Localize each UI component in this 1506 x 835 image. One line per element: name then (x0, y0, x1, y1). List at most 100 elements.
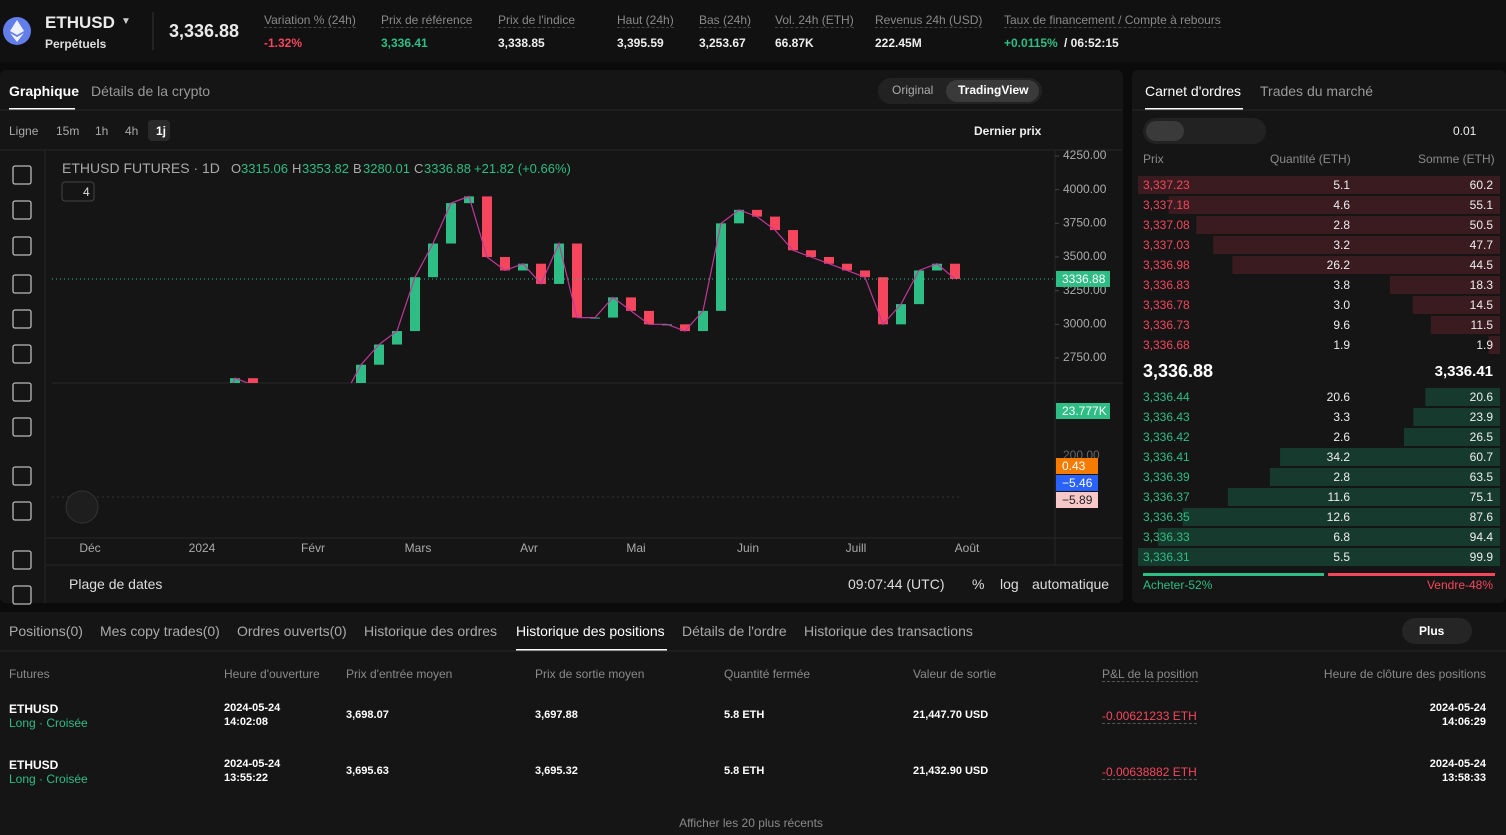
interval[interactable]: 1j (156, 124, 167, 138)
price-source[interactable]: Dernier prix (974, 124, 1042, 138)
candle (698, 310, 708, 332)
open-time: 13:55:22 (224, 772, 269, 784)
last-price: 3,336.88 (169, 21, 240, 41)
stat-label: Bas (24h) (699, 13, 752, 28)
close-line (232, 195, 956, 383)
tool-icon (12, 466, 32, 486)
interval[interactable]: 1h (95, 124, 109, 138)
candle (140, 419, 150, 426)
chart-tab[interactable]: Détails de la crypto (91, 83, 211, 99)
view-option[interactable]: TradingView (958, 83, 1029, 97)
candle (878, 277, 888, 325)
tool-icon (12, 236, 32, 256)
ohlc-change: +21.82 (+0.66%) (474, 161, 571, 176)
candle (518, 263, 528, 271)
candle (410, 277, 420, 332)
book-qty: 34.2 (1326, 450, 1350, 464)
precision[interactable]: 0.01 (1453, 124, 1477, 138)
stat-label: Prix de l'indice (498, 13, 575, 28)
book-price: 3,336.98 (1143, 258, 1190, 272)
interval[interactable]: 4h (125, 124, 139, 138)
chart-tab[interactable]: Graphique (9, 83, 80, 99)
book-sum: 47.7 (1469, 238, 1493, 252)
macd-label: −5.89 (1062, 493, 1093, 507)
tool-icon (12, 309, 32, 329)
auto-toggle[interactable]: automatique (1032, 576, 1110, 592)
stat-value: 3,253.67 (699, 36, 746, 50)
tv-logo (65, 490, 99, 524)
x-tick-label: Déc (79, 541, 100, 555)
book-price: 3,336.68 (1143, 338, 1190, 352)
clock: 09:07:44 (UTC) (848, 576, 945, 592)
interval[interactable]: 15m (56, 124, 80, 138)
column-header: Futures (9, 667, 50, 681)
positions-tab[interactable]: Détails de l'ordre (682, 623, 787, 639)
closed-qty: 5.8 ETH (724, 765, 765, 777)
candle (428, 243, 438, 278)
book-sum: 44.5 (1469, 258, 1493, 272)
x-tick-label: Juill (846, 541, 867, 555)
open-date: 2024-05-24 (224, 758, 281, 770)
x-tick-label: Avr (520, 541, 538, 555)
candle (338, 398, 348, 418)
book-mark: 3,336.41 (1434, 363, 1493, 380)
candle (194, 412, 204, 425)
book-qty: 1.9 (1333, 338, 1350, 352)
book-qty: 12.6 (1326, 510, 1350, 524)
stat-label: Variation % (24h) (264, 13, 356, 28)
entry-price: 3,698.07 (346, 709, 389, 721)
x-tick-label: Mai (626, 541, 645, 555)
book-qty: 2.8 (1333, 218, 1350, 232)
positions-footer[interactable]: Afficher les 20 plus récents (679, 816, 823, 830)
interval[interactable]: Ligne (9, 124, 39, 138)
positions-tab[interactable]: Mes copy trades(0) (100, 623, 220, 639)
positions-tab[interactable]: Historique des ordres (364, 623, 498, 639)
positions-panel (0, 612, 1506, 835)
stat-label: Vol. 24h (ETH) (775, 13, 854, 28)
depth-bar (1168, 196, 1500, 214)
book-qty: 3.0 (1333, 298, 1350, 312)
indicator-count[interactable]: 4 (83, 185, 90, 199)
candle (500, 257, 510, 271)
candle (770, 216, 780, 231)
book-tab[interactable]: Trades du marché (1260, 83, 1374, 99)
y-tick-label: 4250.00 (1063, 148, 1107, 162)
date-range[interactable]: Plage de dates (69, 576, 163, 592)
x-tick-label: Juin (737, 541, 759, 555)
positions-tab[interactable]: Positions(0) (9, 623, 83, 639)
book-qty: 20.6 (1326, 390, 1350, 404)
candle (788, 230, 798, 251)
positions-tab[interactable]: Historique des positions (516, 623, 665, 639)
book-tab[interactable]: Carnet d'ordres (1145, 83, 1242, 99)
positions-tab[interactable]: Historique des transactions (804, 623, 973, 639)
book-price: 3,337.18 (1143, 198, 1190, 212)
depth-bar (1269, 468, 1500, 486)
candle (932, 263, 942, 271)
positions-tab[interactable]: Ordres ouverts(0) (237, 623, 347, 639)
log-toggle[interactable]: log (1000, 576, 1019, 592)
candle (734, 209, 744, 224)
column-header: P&L de la position (1102, 667, 1199, 682)
column-header: Heure d'ouverture (224, 667, 320, 681)
candle (896, 304, 906, 325)
view-option[interactable]: Original (892, 83, 934, 97)
book-qty: 4.6 (1333, 198, 1350, 212)
candle (104, 425, 114, 452)
position-symbol: ETHUSD (9, 702, 59, 716)
exit-value: 21,432.90 USD (913, 765, 989, 777)
candle (914, 270, 924, 305)
macd-label: 0.43 (1062, 459, 1086, 473)
stat-value: -1.32% (264, 36, 303, 50)
book-qty: 5.1 (1333, 178, 1350, 192)
candle (248, 378, 258, 383)
more-button-label[interactable]: Plus (1419, 624, 1445, 638)
symbol-caret: ▼ (121, 16, 131, 27)
percent-toggle[interactable]: % (972, 576, 985, 592)
book-sum: 23.9 (1469, 410, 1493, 424)
book-price: 3,336.31 (1143, 550, 1190, 564)
symbol[interactable]: ETHUSD (45, 13, 115, 32)
book-price: 3,336.35 (1143, 510, 1190, 524)
book-qty: 11.6 (1327, 490, 1350, 504)
candle (356, 364, 366, 383)
